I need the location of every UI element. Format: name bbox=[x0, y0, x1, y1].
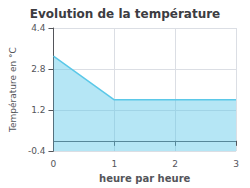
svg-text:1: 1 bbox=[111, 159, 117, 169]
svg-text:1.2: 1.2 bbox=[31, 105, 45, 115]
svg-text:2.8: 2.8 bbox=[31, 64, 46, 74]
svg-text:heure par heure: heure par heure bbox=[99, 173, 190, 184]
svg-text:Température en °C: Température en °C bbox=[8, 47, 18, 133]
svg-text:0: 0 bbox=[51, 159, 57, 169]
svg-text:3: 3 bbox=[233, 159, 239, 169]
svg-text:Evolution de la température: Evolution de la température bbox=[30, 7, 221, 21]
svg-text:4.4: 4.4 bbox=[31, 23, 46, 33]
svg-text:2: 2 bbox=[172, 159, 178, 169]
svg-text:-0.4: -0.4 bbox=[28, 146, 46, 156]
